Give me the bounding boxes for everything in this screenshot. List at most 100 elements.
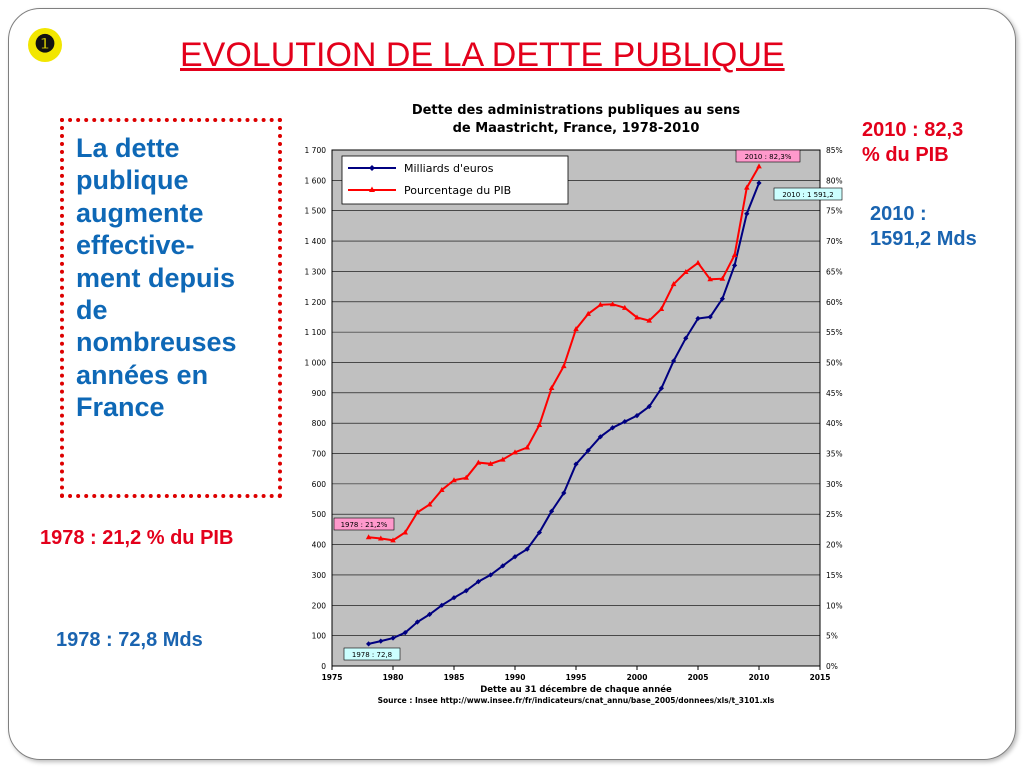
data-point <box>414 509 421 515</box>
x-tick-label: 1995 <box>566 673 587 682</box>
callout-label: 1978 : 72,8 <box>352 651 392 659</box>
data-point <box>500 456 506 462</box>
data-point <box>597 434 603 440</box>
data-point <box>719 296 725 302</box>
callout-box <box>773 187 843 201</box>
data-point <box>378 535 384 541</box>
y-right-tick-label: 80% <box>826 176 843 185</box>
chart-source: Source : Insee http://www.insee.fr/fr/in… <box>378 696 775 705</box>
y-left-tick-label: 100 <box>312 632 327 641</box>
y-right-tick-label: 10% <box>826 601 843 610</box>
data-point <box>365 534 372 540</box>
data-point <box>524 546 530 552</box>
data-point <box>744 211 750 217</box>
callout-box <box>735 149 801 163</box>
text-line: publique <box>76 165 189 196</box>
callout-label: 2010 : 82,3% <box>745 153 792 161</box>
legend-box <box>341 155 569 205</box>
annotation-1978-pct: 1978 : 21,2 % du PIB <box>40 527 234 549</box>
y-right-tick-label: 20% <box>826 541 843 550</box>
text-line: années en <box>76 359 209 390</box>
legend-marker <box>369 186 375 192</box>
y-right-tick-label: 85% <box>826 146 843 155</box>
y-right-tick-label: 5% <box>826 632 838 641</box>
annotation-2010-mds: 2010 :1591,2 Mds <box>870 203 977 250</box>
x-tick-label: 1990 <box>505 673 526 682</box>
data-point <box>585 447 591 454</box>
text-line: ment depuis <box>76 262 236 293</box>
data-point <box>561 363 567 369</box>
data-point <box>487 460 494 466</box>
data-point <box>463 588 469 594</box>
data-point <box>732 262 738 268</box>
slide-frame <box>8 8 1016 760</box>
data-point <box>719 275 726 281</box>
data-point <box>463 474 469 480</box>
text-line: effective- <box>76 230 195 261</box>
y-left-tick-label: 1 500 <box>305 207 327 216</box>
data-point <box>390 635 396 641</box>
y-right-tick-label: 50% <box>826 358 843 367</box>
data-point <box>622 304 628 310</box>
text-line: augmente <box>76 197 204 228</box>
data-point <box>646 317 652 323</box>
x-tick-label: 1975 <box>322 673 343 682</box>
y-right-tick-label: 75% <box>826 207 843 216</box>
callout-label: 1978 : 21,2% <box>341 521 388 529</box>
y-left-tick-label: 500 <box>312 510 327 519</box>
y-right-tick-label: 45% <box>826 389 843 398</box>
text-box: La dette publique augmente effective- me… <box>60 118 282 498</box>
annotation-1978-mds: 1978 : 72,8 Mds <box>56 629 203 651</box>
debt-chart: Dette des administrations publiques au s… <box>290 96 850 706</box>
data-point <box>451 477 457 483</box>
x-tick-label: 1985 <box>444 673 465 682</box>
data-point <box>573 326 579 332</box>
y-left-tick-label: 1 600 <box>305 176 327 185</box>
y-left-tick-label: 1 700 <box>305 146 327 155</box>
y-right-tick-label: 40% <box>826 419 843 428</box>
data-point <box>707 314 713 320</box>
x-axis-label: Dette au 31 décembre de chaque année <box>480 684 672 695</box>
data-point <box>646 403 652 410</box>
data-point <box>756 180 762 186</box>
y-left-tick-label: 400 <box>312 541 327 550</box>
chart-title-line: de Maastricht, France, 1978-2010 <box>453 121 700 136</box>
y-left-tick-label: 200 <box>312 601 327 610</box>
text-line: France <box>76 392 165 423</box>
data-point <box>402 529 408 535</box>
y-left-tick-label: 300 <box>312 571 327 580</box>
y-right-tick-label: 25% <box>826 510 843 519</box>
annotation-2010-pct: 2010 : 82,3% du PIB <box>862 119 964 166</box>
data-point <box>512 554 518 560</box>
data-point <box>548 384 555 390</box>
text-line: nombreuses <box>76 327 237 358</box>
data-point <box>451 595 457 601</box>
data-point <box>536 421 543 427</box>
data-point <box>671 358 677 364</box>
y-right-tick-label: 0% <box>826 662 838 671</box>
data-point <box>573 461 579 467</box>
y-right-tick-label: 30% <box>826 480 843 489</box>
y-left-tick-label: 1 400 <box>305 237 327 246</box>
data-point <box>549 508 555 514</box>
data-point <box>634 412 640 419</box>
data-point <box>390 537 396 543</box>
y-left-tick-label: 1 100 <box>305 328 327 337</box>
y-left-tick-label: 700 <box>312 450 327 459</box>
y-left-tick-label: 1 300 <box>305 267 327 276</box>
legend-label: Pourcentage du PIB <box>404 184 511 197</box>
y-right-tick-label: 65% <box>826 267 843 276</box>
data-point <box>439 602 445 608</box>
x-tick-label: 2000 <box>627 673 648 682</box>
y-left-tick-label: 1 000 <box>305 358 327 367</box>
data-point <box>634 314 640 320</box>
data-point <box>658 385 664 391</box>
y-right-tick-label: 35% <box>826 450 843 459</box>
y-left-tick-label: 0 <box>321 662 326 671</box>
data-point <box>500 563 506 569</box>
data-point <box>683 335 689 341</box>
data-point <box>610 425 616 431</box>
data-point <box>561 490 567 496</box>
data-point <box>744 184 750 190</box>
data-point <box>536 529 542 536</box>
